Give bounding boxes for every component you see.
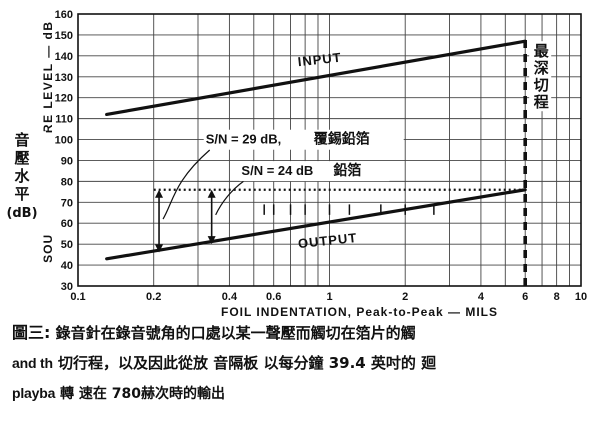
- y-axis-cjk-char: 水: [14, 167, 30, 185]
- caption-text-3: 轉 速在 780赫次時的輸出: [60, 386, 226, 402]
- caption-fragment-3: playba: [12, 385, 56, 401]
- annotation-background: [2, 131, 46, 222]
- annotation-background: [203, 129, 404, 150]
- y-axis-label-fragment-2: RE LEVEL — dB: [41, 20, 55, 133]
- y-tick-label: 110: [55, 114, 73, 126]
- y-tick-label: 90: [61, 155, 73, 167]
- x-tick-label: 0.4: [222, 291, 238, 303]
- figure-label: 圖三:: [12, 323, 51, 342]
- sn2-label: S/N = 24 dB: [241, 163, 313, 178]
- caption-line-3: playba 轉 速在 780赫次時的輸出: [12, 378, 594, 408]
- sn1-leader-line: [162, 149, 211, 220]
- sn1-label: S/N = 29 dB,: [206, 132, 282, 147]
- x-tick-label: 6: [522, 291, 528, 303]
- y-tick-label: 140: [55, 51, 73, 63]
- x-tick-label: 0.6: [266, 291, 281, 303]
- y-tick-label: 30: [61, 281, 73, 293]
- y-axis-label-fragment-1: SOU: [41, 234, 55, 263]
- x-tick-label: 2: [402, 291, 408, 303]
- sn2-cjk-label: 鉛箔: [333, 162, 361, 179]
- caption-line-2: and th 切行程，以及因此從放 音隔板 以每分鐘 39.4 英吋的 廻: [12, 348, 594, 378]
- chart-marks: [105, 34, 528, 286]
- y-tick-label: 70: [61, 197, 73, 209]
- y-tick-label: 150: [55, 30, 73, 42]
- annotation-background: [529, 41, 552, 112]
- x-axis-label: FOIL INDENTATION, Peak-to-Peak — MILS: [221, 305, 498, 319]
- y-axis-cjk-char: 音: [14, 131, 29, 149]
- x-tick-label: 4: [478, 291, 485, 303]
- y-tick-label: 40: [61, 260, 73, 272]
- x-tick-label: 8: [554, 291, 560, 303]
- sn1-cjk-label: 覆錫鉛箔: [314, 131, 370, 148]
- snr-arrow-head-bottom: [207, 236, 216, 245]
- output-label: OUTPUT: [297, 230, 358, 251]
- caption-fragment-2: and th: [12, 355, 53, 371]
- series-line-output: [105, 188, 527, 261]
- snr-arrow-head-bottom: [155, 244, 164, 253]
- snr-arrow-head-top: [207, 189, 216, 198]
- y-tick-label: 120: [55, 93, 73, 105]
- max-depth-char: 切: [534, 76, 549, 94]
- series-line-input: [105, 39, 527, 117]
- y-axis-cjk-char: 平: [14, 185, 29, 203]
- caption-text-2: 切行程，以及因此從放 音隔板 以每分鐘 39.4 英吋的 廻: [58, 354, 437, 372]
- y-axis-cjk-char: (dB): [6, 206, 37, 221]
- y-tick-label: 130: [55, 72, 73, 84]
- caption-line-1: 圖三: 錄音針在錄音號角的口處以某一聲壓而觸切在箔片的觸: [12, 318, 594, 348]
- axes: [77, 13, 582, 287]
- max-depth-char: 最: [534, 42, 550, 60]
- max-depth-char: 程: [534, 93, 549, 111]
- plot-frame: [77, 13, 582, 287]
- y-tick-label: 60: [61, 218, 73, 230]
- y-tick-label: 50: [61, 239, 73, 251]
- max-depth-char: 深: [534, 59, 549, 77]
- annotation-background: [239, 161, 390, 182]
- y-tick-label: 100: [55, 135, 73, 147]
- input-label: INPUT: [297, 50, 342, 70]
- x-tick-label: 0.2: [146, 291, 161, 303]
- x-tick-label: 10: [575, 291, 587, 303]
- caption-text-1: 錄音針在錄音號角的口處以某一聲壓而觸切在箔片的觸: [55, 324, 416, 342]
- y-axis-cjk-char: 壓: [14, 149, 29, 167]
- x-tick-label: 1: [326, 291, 332, 303]
- figure-caption: 圖三: 錄音針在錄音號角的口處以某一聲壓而觸切在箔片的觸 and th 切行程，…: [12, 318, 594, 408]
- snr-arrow-head-top: [155, 189, 164, 198]
- sn2-leader-line: [215, 180, 244, 216]
- y-tick-label: 80: [61, 176, 73, 188]
- y-tick-label: 160: [55, 9, 73, 21]
- x-tick-label: 0.1: [70, 291, 85, 303]
